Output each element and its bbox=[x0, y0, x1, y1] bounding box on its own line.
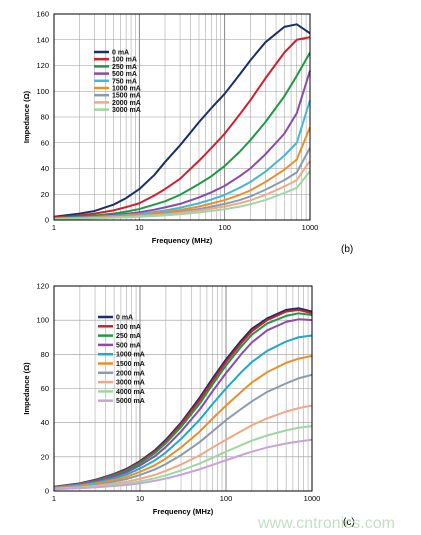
series-line-3000-ma bbox=[53, 404, 313, 490]
series-line-0-ma bbox=[53, 23, 311, 218]
series-line-1000-ma bbox=[53, 334, 313, 489]
panel-label: (c) bbox=[343, 517, 355, 528]
legend-label: 1500 mA bbox=[112, 93, 141, 100]
series-line-2000-ma bbox=[53, 373, 313, 490]
chart-panel-c: 0 mA 100 mA 250 mA 500 mA 1000 mA 1500 mA 2000… bbox=[22, 282, 355, 529]
legend-label: 3000 mA bbox=[112, 107, 141, 114]
y-tick-label: 40 bbox=[41, 164, 49, 173]
y-tick-label: 80 bbox=[41, 350, 49, 359]
y-tick-label: 60 bbox=[41, 384, 49, 393]
y-tick-label: 100 bbox=[36, 316, 49, 325]
y-tick-label: 120 bbox=[36, 61, 49, 70]
x-tick-label: 1000 bbox=[302, 223, 319, 232]
plot-frame bbox=[53, 13, 311, 221]
x-tick-label: 10 bbox=[136, 494, 144, 503]
plot-frame bbox=[53, 285, 313, 492]
legend-label: 250 mA bbox=[112, 64, 137, 71]
y-tick-label: 20 bbox=[41, 190, 49, 199]
y-tick-label: 20 bbox=[41, 452, 49, 461]
legend-label: 0 mA bbox=[112, 50, 129, 57]
y-axis-label: Impedance (Ω) bbox=[22, 90, 31, 143]
series-line-500-ma bbox=[53, 318, 313, 489]
y-tick-label: 0 bbox=[45, 216, 49, 225]
x-tick-label: 10 bbox=[135, 223, 143, 232]
y-axis-label: Impedance (Ω) bbox=[22, 362, 31, 415]
series-line-100-ma bbox=[53, 36, 311, 219]
legend-label: 5000 mA bbox=[116, 398, 145, 405]
series-line-250-ma bbox=[53, 52, 311, 220]
y-tick-label: 140 bbox=[36, 35, 49, 44]
legend-label: 500 mA bbox=[116, 342, 141, 349]
y-tick-label: 120 bbox=[36, 282, 49, 291]
x-tick-label: 100 bbox=[220, 494, 233, 503]
x-tick-label: 100 bbox=[218, 223, 231, 232]
series-line-1500-ma bbox=[53, 355, 313, 489]
series-line-3000-ma bbox=[53, 170, 311, 220]
x-tick-label: 1 bbox=[52, 223, 56, 232]
series-line-5000-ma bbox=[53, 438, 313, 491]
y-tick-label: 160 bbox=[36, 10, 49, 19]
legend-label: 750 mA bbox=[112, 78, 137, 85]
legend-label: 250 mA bbox=[116, 333, 141, 340]
legend-label: 100 mA bbox=[116, 324, 141, 331]
legend-label: 1000 mA bbox=[116, 352, 145, 359]
legend-label: 100 mA bbox=[112, 57, 137, 64]
watermark-text: www.cntronics.com bbox=[257, 515, 395, 532]
x-tick-label: 1000 bbox=[304, 494, 321, 503]
x-tick-label: 1 bbox=[52, 494, 56, 503]
y-tick-label: 80 bbox=[41, 113, 49, 122]
legend-label: 2000 mA bbox=[112, 100, 141, 107]
y-tick-label: 100 bbox=[36, 87, 49, 96]
x-axis-label: Frequency (MHz) bbox=[152, 236, 213, 245]
legend-label: 2000 mA bbox=[116, 370, 145, 377]
legend-label: 1500 mA bbox=[116, 361, 145, 368]
series-line-250-ma bbox=[53, 312, 313, 489]
y-tick-label: 0 bbox=[45, 487, 49, 496]
x-axis-label: Frequency (MHz) bbox=[153, 507, 214, 516]
legend-label: 500 mA bbox=[112, 71, 137, 78]
panel-label: (b) bbox=[341, 244, 353, 255]
y-tick-label: 60 bbox=[41, 138, 49, 147]
legend-label: 3000 mA bbox=[116, 380, 145, 387]
legend-label: 1000 mA bbox=[112, 86, 141, 93]
y-tick-label: 40 bbox=[41, 418, 49, 427]
legend-label: 0 mA bbox=[116, 315, 133, 322]
legend-label: 4000 mA bbox=[116, 389, 145, 396]
